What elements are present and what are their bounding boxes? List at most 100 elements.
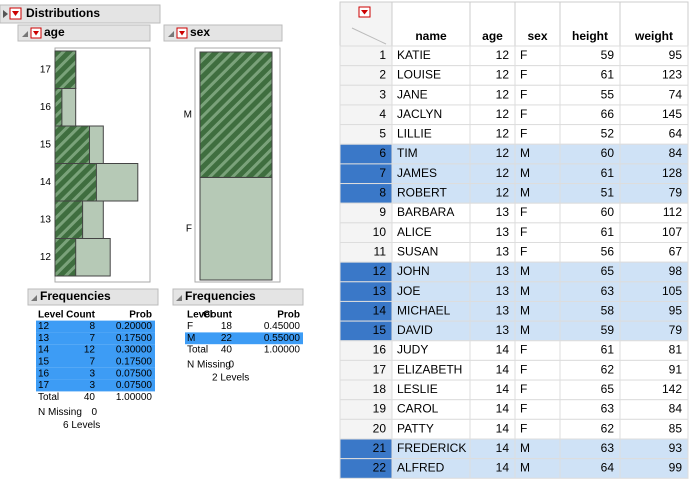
column-header: Prob bbox=[277, 310, 300, 321]
column-header-cell bbox=[514, 1, 561, 47]
row-number: 10 bbox=[373, 225, 387, 239]
cell: F bbox=[520, 402, 527, 416]
row-number: 6 bbox=[379, 146, 386, 160]
cell: BARBARA bbox=[397, 205, 454, 219]
prob: 0.20000 bbox=[116, 321, 153, 332]
level: 17 bbox=[38, 380, 50, 391]
header-bar bbox=[0, 4, 161, 24]
header-bar bbox=[17, 24, 151, 42]
header-bar bbox=[172, 288, 304, 306]
cell: 63 bbox=[601, 284, 615, 298]
prob: 0.17500 bbox=[116, 333, 153, 344]
row-highlight bbox=[36, 332, 155, 345]
cell: 60 bbox=[601, 146, 615, 160]
red-menu-arrow bbox=[12, 11, 19, 16]
cell: ELIZABETH bbox=[397, 362, 462, 376]
column-header[interactable]: name bbox=[415, 29, 447, 43]
cell: 13 bbox=[496, 205, 510, 219]
cell: M bbox=[520, 461, 530, 475]
row-highlight bbox=[36, 344, 155, 356]
level: 16 bbox=[38, 368, 50, 379]
cell: JUDY bbox=[397, 343, 428, 357]
cell: 65 bbox=[601, 264, 615, 278]
cell: 14 bbox=[496, 343, 510, 357]
cell: 67 bbox=[669, 244, 683, 258]
cell: F bbox=[520, 107, 527, 121]
cell: 12 bbox=[496, 127, 510, 141]
row-number: 1 bbox=[379, 48, 386, 62]
n-missing-value: 0 bbox=[91, 407, 97, 418]
cell: 66 bbox=[601, 107, 615, 121]
level: M bbox=[187, 333, 195, 344]
cell: F bbox=[520, 362, 527, 376]
disclosure[interactable] bbox=[3, 10, 8, 18]
row-number: 19 bbox=[373, 402, 387, 416]
row-cells bbox=[391, 418, 689, 440]
cell: 84 bbox=[669, 402, 683, 416]
cell: DAVID bbox=[397, 323, 433, 337]
cell: M bbox=[520, 284, 530, 298]
cell: 51 bbox=[601, 186, 615, 200]
cell: 145 bbox=[662, 107, 682, 121]
cell: 95 bbox=[669, 48, 683, 62]
row-cells bbox=[391, 458, 689, 479]
disclosure[interactable] bbox=[31, 295, 37, 301]
count: 7 bbox=[89, 333, 95, 344]
disclosure[interactable] bbox=[22, 31, 28, 37]
level-count: 2 Levels bbox=[212, 373, 249, 384]
column-header[interactable]: sex bbox=[527, 29, 547, 43]
cell: 105 bbox=[662, 284, 682, 298]
row-number: 5 bbox=[379, 127, 386, 141]
cell: 128 bbox=[662, 166, 682, 180]
header-bar bbox=[163, 24, 283, 42]
level-count: 6 Levels bbox=[63, 420, 100, 431]
row-cells bbox=[391, 84, 689, 106]
selected-bar bbox=[54, 238, 77, 277]
column-header[interactable]: weight bbox=[634, 29, 673, 43]
row-cells bbox=[391, 261, 689, 283]
row-number: 14 bbox=[373, 303, 387, 317]
cell: 79 bbox=[669, 186, 683, 200]
row-number: 11 bbox=[374, 244, 387, 258]
prob: 0.07500 bbox=[116, 380, 153, 391]
cell: 65 bbox=[601, 382, 615, 396]
cell: 13 bbox=[496, 225, 510, 239]
prob: 0.55000 bbox=[264, 333, 301, 344]
cell: M bbox=[520, 441, 530, 455]
cell: 93 bbox=[669, 441, 683, 455]
cell: 12 bbox=[496, 48, 510, 62]
total-count: 40 bbox=[84, 392, 96, 403]
column-header[interactable]: age bbox=[482, 29, 503, 43]
column-header-cell bbox=[559, 1, 621, 47]
cell: JOHN bbox=[397, 264, 430, 278]
row-number: 4 bbox=[379, 107, 386, 121]
panel-title: Frequencies bbox=[185, 289, 256, 303]
column-header[interactable]: height bbox=[572, 29, 608, 43]
axis-label: 15 bbox=[40, 139, 52, 150]
disclosure[interactable] bbox=[168, 31, 174, 37]
cell: 63 bbox=[601, 441, 615, 455]
cell: 13 bbox=[496, 284, 510, 298]
row-cells bbox=[391, 281, 689, 302]
n-missing-value: 0 bbox=[228, 360, 234, 371]
selected-bar bbox=[54, 163, 97, 202]
selected-bar bbox=[54, 88, 63, 127]
histogram-bar bbox=[199, 176, 273, 281]
row-number: 21 bbox=[373, 441, 387, 455]
cell: 13 bbox=[496, 323, 510, 337]
count: 8 bbox=[89, 321, 95, 332]
n-missing-label: N Missing bbox=[38, 407, 82, 418]
selected-bar bbox=[199, 51, 273, 178]
cell: 74 bbox=[669, 87, 683, 101]
column-header-cell bbox=[391, 1, 471, 47]
cell: 12 bbox=[496, 166, 510, 180]
cell: 14 bbox=[496, 402, 510, 416]
disclosure[interactable] bbox=[176, 295, 182, 301]
level: F bbox=[187, 321, 193, 332]
count: 7 bbox=[89, 357, 95, 368]
row-number: 13 bbox=[373, 284, 387, 298]
row-cells bbox=[391, 143, 689, 165]
red-menu-arrow bbox=[33, 31, 39, 36]
cell: 14 bbox=[496, 441, 510, 455]
corner-divider bbox=[351, 27, 387, 45]
